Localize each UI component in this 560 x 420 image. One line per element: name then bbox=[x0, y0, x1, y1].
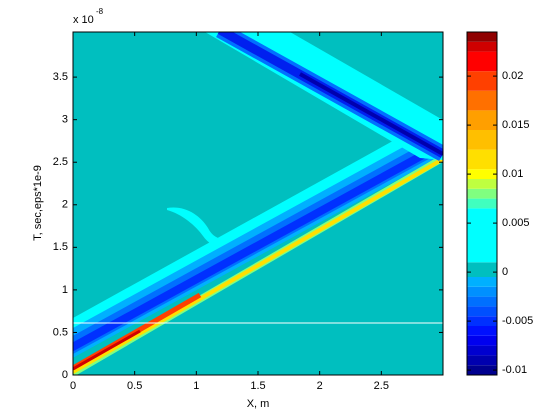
colorbar-band bbox=[467, 326, 497, 336]
colorbar-band bbox=[467, 277, 497, 287]
y-tick-label: 1 bbox=[62, 284, 68, 296]
y-tick-label: 3.5 bbox=[53, 71, 68, 83]
colorbar-band bbox=[467, 355, 497, 366]
y-tick-label: 2 bbox=[62, 199, 68, 211]
x-tick-label: 1.5 bbox=[250, 380, 265, 392]
colorbar-band bbox=[467, 179, 497, 189]
x-tick-label: 0.5 bbox=[127, 380, 142, 392]
colorbar-band bbox=[467, 188, 497, 199]
colorbar-band bbox=[467, 262, 497, 277]
colorbar-band bbox=[467, 296, 497, 307]
colorbar-band bbox=[467, 169, 497, 179]
x-tick-label: 2.5 bbox=[374, 380, 389, 392]
colorbar-band bbox=[467, 90, 497, 111]
colorbar-tick-label: 0.01 bbox=[502, 168, 523, 180]
colorbar-band bbox=[467, 130, 497, 150]
colorbar-band bbox=[467, 32, 497, 42]
colorbar-band bbox=[467, 41, 497, 52]
colorbar-frame bbox=[466, 31, 498, 376]
colorbar-band bbox=[467, 345, 497, 356]
x-axis-label: X, m bbox=[247, 398, 270, 410]
y-tick-label: 3 bbox=[62, 114, 68, 126]
y-tick-label: 1.5 bbox=[53, 241, 68, 253]
colorbar-band bbox=[467, 286, 497, 297]
colorbar-band bbox=[467, 198, 497, 209]
contour-field bbox=[73, 32, 443, 375]
colorbar-band bbox=[467, 335, 497, 346]
x-tick-label: 0 bbox=[70, 380, 76, 392]
x-tick-label: 2 bbox=[317, 380, 323, 392]
colorbar-band bbox=[467, 208, 497, 263]
colorbar-band bbox=[467, 149, 497, 170]
colorbar-band bbox=[467, 71, 497, 91]
y-tick-label: 2.5 bbox=[53, 156, 68, 168]
colorbar-band bbox=[467, 51, 497, 72]
colorbar-tick-label: 0.015 bbox=[502, 119, 530, 131]
y-exponent-power: -8 bbox=[96, 7, 104, 16]
colorbar-band bbox=[467, 110, 497, 130]
colorbar-tick-label: 0.005 bbox=[502, 217, 530, 229]
x-tick-label: 1 bbox=[193, 380, 199, 392]
colorbar-tick-label: -0.005 bbox=[502, 315, 533, 327]
colorbar-tick-label: 0.02 bbox=[502, 70, 523, 82]
colorbar-tick-label: 0 bbox=[502, 266, 508, 278]
y-tick-label: 0 bbox=[62, 369, 68, 381]
y-exponent-base: x 10 bbox=[73, 14, 94, 26]
colorbar-band bbox=[467, 316, 497, 326]
colorbar-band bbox=[467, 365, 497, 375]
y-axis-label: T, sec,eps*1e-9 bbox=[32, 165, 44, 241]
y-tick-label: 0.5 bbox=[53, 326, 68, 338]
colorbar-band bbox=[467, 306, 497, 317]
colorbar-tick-label: -0.01 bbox=[502, 364, 527, 376]
